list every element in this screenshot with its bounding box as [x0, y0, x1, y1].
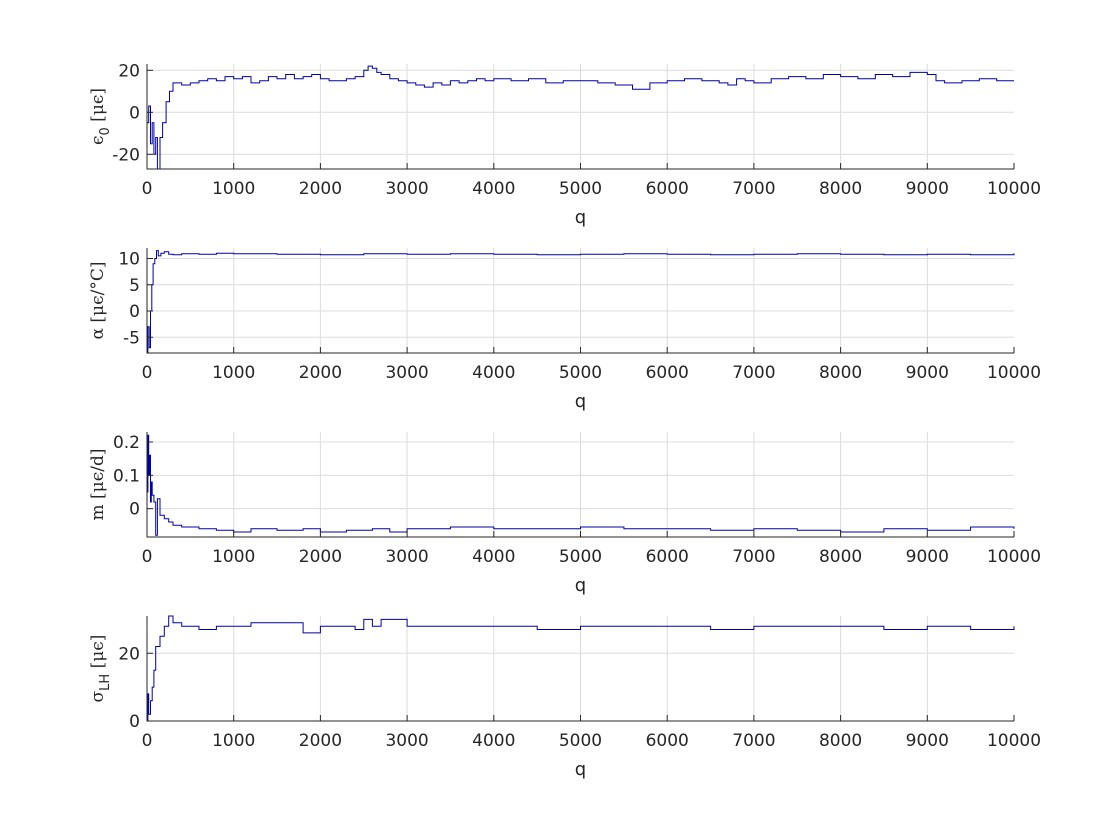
y-axis-label: α [μϵ/°C]	[88, 262, 108, 340]
subplot-3: 0 1000 2000 3000 4000 5000 6000 7000 8000 9000 100…	[88, 432, 1041, 596]
x-tick-label: 9000	[906, 363, 949, 383]
y-axis-unit: [μϵ]	[88, 635, 108, 674]
x-tick-label: 6000	[646, 363, 689, 383]
y-axis-symbol: α	[88, 327, 108, 339]
x-axis-label: q	[575, 575, 586, 596]
x-tick-label: 1000	[212, 363, 255, 383]
series-line-1	[147, 65, 1014, 170]
x-tick-label: 3000	[385, 547, 428, 567]
series-line-1	[147, 615, 1015, 722]
x-tick-label: 6000	[646, 179, 689, 199]
y-axis-label: σLH [μϵ]	[88, 635, 113, 703]
x-tick-label: 7000	[732, 179, 775, 199]
x-tick-label: 0	[142, 547, 153, 567]
x-tick-label: 10000	[987, 731, 1041, 751]
x-tick-label: 5000	[559, 179, 602, 199]
y-tick-label: 0.2	[113, 433, 140, 453]
x-tick-label: 1000	[212, 179, 255, 199]
series-line-1	[147, 250, 1015, 354]
y-tick-label: 0.1	[113, 466, 140, 486]
y-axis-unit: [μϵ/°C]	[88, 262, 108, 328]
x-tick-label: 1000	[212, 547, 255, 567]
y-tick-label: -5	[123, 328, 140, 348]
subplot-2: 0 1000 2000 3000 4000 5000 6000 7000 8000 9000 100…	[88, 248, 1041, 412]
y-tick-label: 0	[129, 103, 140, 123]
x-axis-label: q	[575, 207, 586, 228]
y-axis-subscript: LH	[98, 674, 113, 691]
x-tick-label: 9000	[906, 547, 949, 567]
x-tick-label: 0	[142, 731, 153, 751]
x-tick-label: 2000	[299, 731, 342, 751]
x-tick-label: 7000	[732, 363, 775, 383]
x-tick-label: 7000	[732, 731, 775, 751]
y-axis-label: m [μϵ/d]	[88, 449, 108, 521]
x-tick-label: 4000	[472, 179, 515, 199]
x-tick-label: 5000	[559, 547, 602, 567]
y-axis-label: ϵ0 [μϵ]	[88, 88, 113, 145]
x-tick-label: 10000	[987, 547, 1041, 567]
y-axis-unit: [μϵ/d]	[88, 449, 108, 505]
subplot-4: 0 1000 2000 3000 4000 5000 6000 7000 8000 9000 100…	[88, 615, 1041, 780]
x-tick-label: 6000	[646, 547, 689, 567]
y-axis-unit: [μϵ]	[88, 88, 108, 127]
x-tick-label: 2000	[299, 363, 342, 383]
y-tick-label: -20	[112, 145, 140, 165]
x-tick-label: 8000	[819, 363, 862, 383]
y-axis-symbol: σ	[88, 690, 108, 702]
y-tick-label: 20	[118, 61, 140, 81]
x-tick-label: 7000	[732, 547, 775, 567]
x-tick-label: 8000	[819, 179, 862, 199]
x-tick-label: 3000	[385, 179, 428, 199]
x-tick-label: 4000	[472, 363, 515, 383]
x-axis-label: q	[575, 391, 586, 412]
x-tick-label: 4000	[472, 547, 515, 567]
x-tick-label: 6000	[646, 731, 689, 751]
x-tick-label: 10000	[987, 179, 1041, 199]
x-axis-label: q	[575, 759, 586, 780]
y-axis-symbol: ϵ	[88, 136, 108, 146]
y-axis-subscript: 0	[98, 127, 113, 135]
x-tick-label: 0	[142, 179, 153, 199]
x-tick-label: 9000	[906, 179, 949, 199]
x-tick-label: 1000	[212, 731, 255, 751]
y-tick-label: 5	[129, 276, 140, 296]
x-tick-label: 3000	[385, 363, 428, 383]
x-tick-label: 3000	[385, 731, 428, 751]
x-tick-label: 9000	[906, 731, 949, 751]
subplot-1: 0 1000 2000 3000 4000 5000 6000 7000 8000 9000 100…	[88, 61, 1041, 228]
series-line-1	[147, 434, 1015, 536]
y-tick-label: 0	[129, 500, 140, 520]
x-tick-label: 8000	[819, 731, 862, 751]
y-axis-symbol: m	[88, 504, 108, 520]
x-tick-label: 8000	[819, 547, 862, 567]
x-tick-label: 5000	[559, 363, 602, 383]
y-tick-label: 0	[129, 712, 140, 732]
x-tick-label: 0	[142, 363, 153, 383]
x-tick-label: 2000	[299, 179, 342, 199]
y-tick-label: 20	[118, 644, 140, 664]
x-tick-label: 2000	[299, 547, 342, 567]
y-tick-label: 10	[118, 250, 140, 270]
x-tick-label: 4000	[472, 731, 515, 751]
y-tick-label: 0	[129, 302, 140, 322]
x-tick-label: 10000	[987, 363, 1041, 383]
x-tick-label: 5000	[559, 731, 602, 751]
